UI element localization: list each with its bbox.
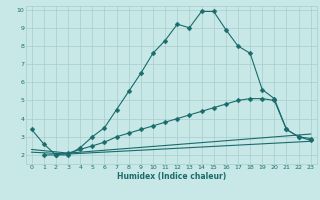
X-axis label: Humidex (Indice chaleur): Humidex (Indice chaleur): [116, 172, 226, 181]
